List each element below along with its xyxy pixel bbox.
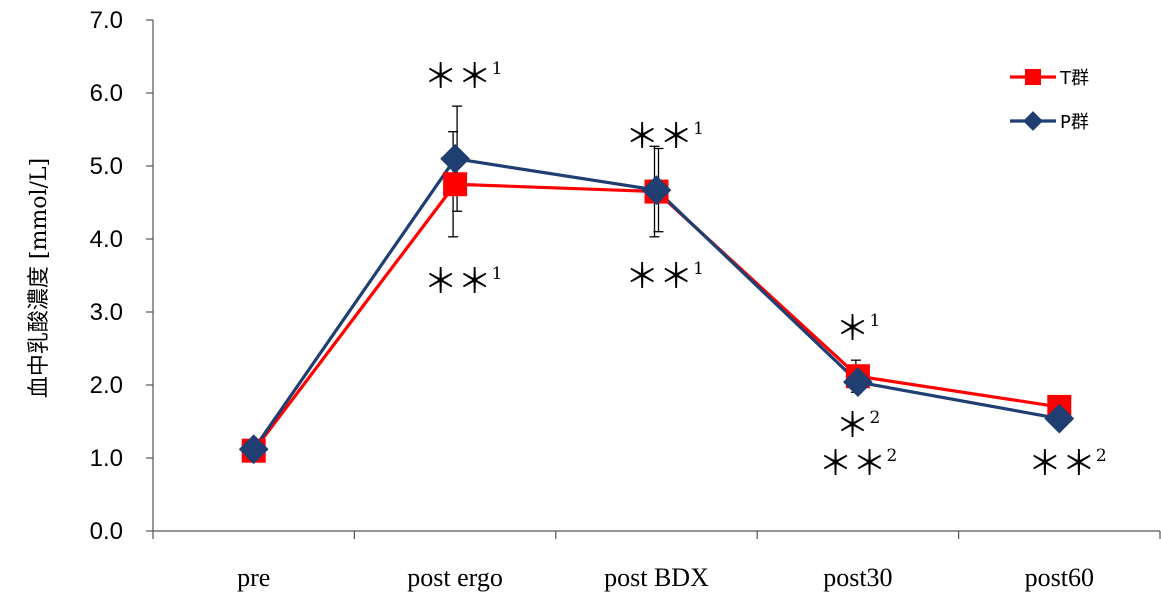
y-tick-labels: 0.0 1.0 2.0 3.0 4.0 5.0 6.0 7.0 [90,7,123,545]
y-tick-label: 3.0 [90,299,123,326]
data-point-p [843,367,873,397]
significance-mark: ＊＊2 [1028,444,1107,484]
legend-marker [1023,111,1043,131]
series-markers [238,143,1075,465]
x-tick-label: post30 [823,563,892,592]
y-tick-label: 5.0 [90,153,123,180]
data-point-p [440,143,470,174]
x-tick-label: pre [237,563,270,592]
axes [146,19,1161,539]
significance-mark: ＊1 [835,309,880,349]
significance-mark: ＊＊1 [424,262,503,302]
y-tick-label: 2.0 [90,372,123,399]
significance-mark: ＊2 [835,406,880,446]
x-tick-label: post ergo [407,563,503,592]
significance-annotations: ＊＊1＊＊1＊＊1＊＊1＊1＊2＊＊2 ＊＊2 [424,57,1107,484]
x-tick-labels: pre post ergo post BDX post30 post60 [237,563,1094,592]
x-tick-label: post BDX [604,563,709,592]
data-point-p [238,434,269,465]
legend-label: T群 [1059,68,1089,89]
y-tick-label: 4.0 [90,226,123,253]
legend-marker [1025,69,1041,85]
data-point-p [641,175,672,205]
legend-label: P群 [1060,112,1089,133]
series-line-t [252,182,1060,452]
significance-mark: ＊＊1 [625,117,704,157]
y-tick-label: 7.0 [90,7,123,34]
significance-mark: ＊＊2 [818,444,897,484]
data-point-p [1044,403,1075,434]
data-point-t [443,172,468,197]
y-axis-label: 血中乳酸濃度 [mmol/L] [27,158,52,398]
y-tick-label: 6.0 [90,80,123,107]
significance-mark: ＊＊1 [625,257,704,297]
legend: T群 P群 [1010,68,1089,133]
x-tick-label: post60 [1025,563,1094,592]
significance-mark: ＊＊1 [424,57,503,97]
y-tick-label: 0.0 [90,518,123,545]
y-tick-label: 1.0 [90,445,123,472]
